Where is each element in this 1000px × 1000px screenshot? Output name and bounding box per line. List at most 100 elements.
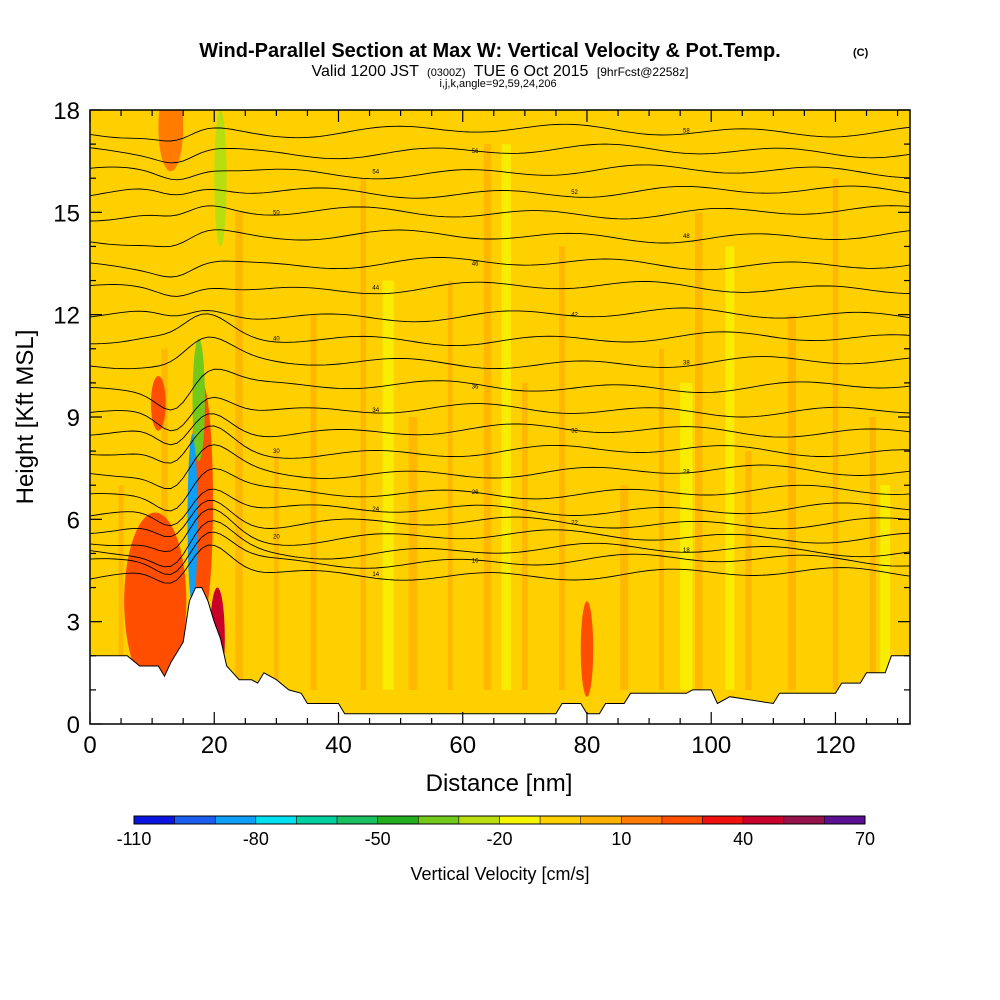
y-tick-label: 18 [53,98,80,125]
theta-contour-label: 36 [472,384,479,390]
theta-contour-label: 58 [683,128,690,134]
theta-contour-label: 42 [571,313,578,319]
colorbar-tick-label: 10 [611,829,631,849]
theta-contour-label: 20 [273,534,280,540]
colorbar-swatch [824,815,866,825]
colorbar-title: Vertical Velocity [cm/s] [410,864,589,884]
theta-contour [90,531,910,575]
velocity-cell [214,110,227,247]
chart-subtitle: Valid 1200 JST (0300Z) TUE 6 Oct 2015 [9… [312,63,689,80]
theta-contour [90,205,910,222]
y-tick-label: 15 [53,200,80,227]
velocity-streak [680,382,693,690]
theta-contour [90,368,910,411]
velocity-streak [695,212,703,690]
colorbar-tick-label: 70 [855,829,875,849]
theta-contour-label: 18 [683,548,690,554]
velocity-streak [559,246,566,690]
colorbar-tick-label: -20 [486,829,512,849]
colorbar-swatch [458,815,500,825]
theta-contour [90,396,910,432]
colorbar-swatch [621,815,663,825]
velocity-streak [274,451,279,690]
colorbar-swatch [661,815,703,825]
velocity-cell [580,601,594,697]
theta-contour-label: 16 [472,558,479,564]
chart-title-mark: (C) [853,47,869,59]
x-tick-label: 120 [815,732,855,759]
colorbar-tick-label: -50 [365,829,391,849]
y-tick-label: 6 [67,507,80,534]
theta-contour [90,444,910,489]
velocity-streak [725,246,735,690]
theta-contour [90,313,910,347]
theta-contour-label: 30 [273,449,280,455]
theta-contour-label: 38 [683,360,690,366]
velocity-cell [158,110,184,172]
velocity-streak [235,212,243,690]
y-tick-label: 12 [53,303,80,330]
theta-contour [90,520,910,568]
x-tick-label: 20 [201,732,228,759]
theta-contour-label: 34 [372,408,379,414]
theta-contour [90,229,910,248]
theta-contour-label: 28 [683,470,690,476]
colorbar-swatch [580,815,622,825]
theta-contour [90,499,910,538]
velocity-streak [869,417,876,690]
x-tick-label: 60 [449,732,476,759]
velocity-streak [787,314,797,690]
velocity-streak [447,280,453,690]
plot-area: 14 16 18 20 22 24 26 28 30 32 34 36 38 40 42 44 46 48 50 52… [90,110,910,724]
theta-contour-label: 50 [273,210,280,216]
y-tick-label: 0 [67,712,80,739]
theta-contour-label: 40 [273,337,280,343]
colorbar-swatch [377,815,419,825]
theta-contour [90,256,910,278]
chart-title: Wind-Parallel Section at Max W: Vertical… [199,40,780,62]
velocity-streak [483,144,492,690]
colorbar-frame [133,815,866,825]
velocity-cell [187,434,198,605]
x-tick-label: 0 [83,732,96,759]
colorbar-swatch [418,815,460,825]
theta-contour [90,336,910,370]
theta-contour [90,123,910,142]
y-tick-label: 3 [67,610,80,637]
colorbar-swatch [783,815,825,825]
theta-contour-label: 54 [372,169,379,175]
colorbar-swatch [539,815,581,825]
velocity-streak [310,314,317,690]
velocity-streak [360,178,367,690]
theta-contour-label: 32 [571,429,578,435]
colorbar-tick-label: -110 [117,829,152,849]
velocity-streak [620,485,629,690]
colorbar-swatch [255,815,297,825]
colorbar-swatch [133,815,175,825]
theta-contour [90,425,910,464]
theta-contour-label: 14 [372,572,379,578]
theta-contour-label: 22 [571,521,578,527]
valid-prefix: Valid 1200 JST [312,63,420,80]
colorbar-swatch [214,815,257,825]
theta-contour [90,185,910,199]
terrain [90,587,910,724]
x-tick-label: 100 [691,732,731,759]
theta-contour [90,281,910,297]
theta-contour-label: 46 [472,262,479,268]
theta-contour [90,508,910,553]
theta-contour-label: 56 [472,149,479,155]
valid-date: TUE 6 Oct 2015 [474,63,589,80]
theta-contour [90,488,910,527]
theta-contour [90,307,910,323]
chart-indices: i,j,k,angle=92,59,24,206 [439,78,556,90]
colorbar-swatch [702,815,744,825]
colorbar-tick-label: -80 [243,829,269,849]
colorbar: -110 -80 -50 -20 10 40 70 [117,815,875,849]
theta-contour [90,468,910,512]
theta-contour [90,544,910,584]
x-tick-label: 80 [574,732,601,759]
velocity-streak [880,485,891,690]
colorbar-swatch [174,815,216,825]
